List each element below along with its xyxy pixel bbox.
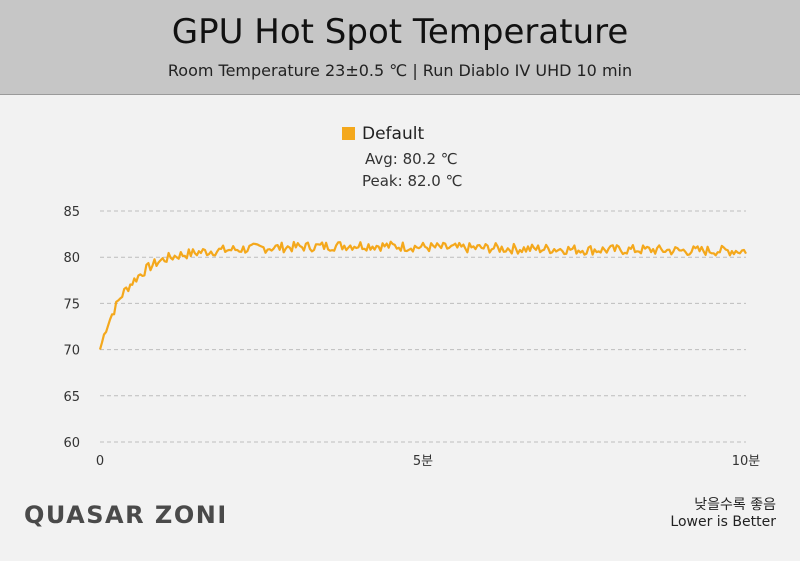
quasarzone-logo: QUASAR ZONE xyxy=(24,498,234,536)
legend-swatch xyxy=(342,127,355,140)
chart-header: GPU Hot Spot Temperature Room Temperatur… xyxy=(0,0,800,95)
x-tick-label-5: 5분 xyxy=(413,454,433,469)
note-korean: 낮을수록 좋음 xyxy=(694,497,776,513)
y-tick-label-80: 80 xyxy=(63,251,80,266)
y-tick-label-65: 65 xyxy=(63,390,80,405)
legend: Default xyxy=(342,124,424,144)
y-tick-label-75: 75 xyxy=(63,297,80,312)
note-english: Lower is Better xyxy=(670,514,776,530)
avg-stat: Avg: 80.2 ℃ xyxy=(365,150,458,168)
y-tick-label-85: 85 xyxy=(63,205,80,220)
x-tick-label-10: 10분 xyxy=(732,454,761,469)
chart-title: GPU Hot Spot Temperature xyxy=(171,12,629,52)
y-tick-label-70: 70 xyxy=(63,344,80,359)
x-tick-label-0: 0 xyxy=(96,454,104,469)
chart-plot: 60 65 70 75 80 85 0 5분 10분 xyxy=(63,205,761,469)
legend-label: Default xyxy=(362,124,425,144)
peak-stat: Peak: 82.0 ℃ xyxy=(362,172,463,190)
logo-text: QUASAR ZONE xyxy=(24,501,224,529)
chart-subtitle: Room Temperature 23±0.5 ℃ | Run Diablo I… xyxy=(167,61,633,80)
series-line-0 xyxy=(98,240,747,350)
y-tick-label-60: 60 xyxy=(63,436,80,451)
